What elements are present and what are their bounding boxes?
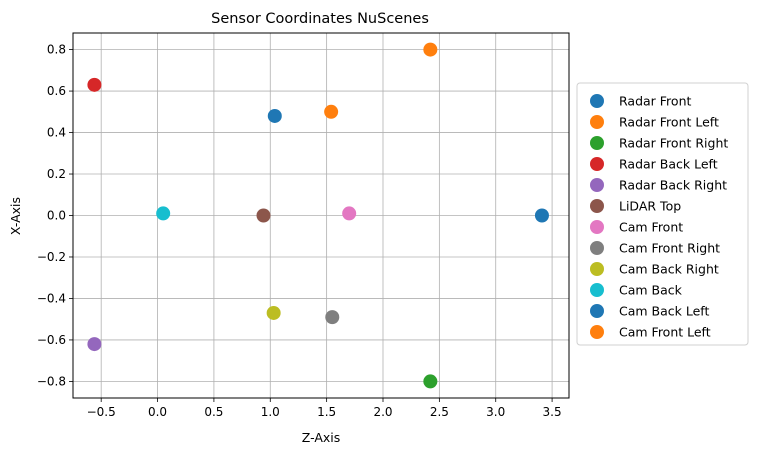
x-tick-label: 3.0: [486, 405, 505, 419]
legend-marker: [590, 115, 604, 129]
point-radar-front-left: [423, 42, 438, 57]
legend-marker: [590, 157, 604, 171]
y-tick-label: −0.2: [37, 250, 66, 264]
y-tick-label: 0.6: [47, 84, 66, 98]
legend-marker: [590, 262, 604, 276]
point-cam-front: [342, 206, 357, 221]
legend-label: Cam Back Left: [619, 304, 709, 319]
y-axis-label: X-Axis: [8, 197, 23, 235]
axis-ticks: −0.5 0.0 0.5 1.0 1.5 2.0 2.5 3.0 3.5 −0.8 −0.6 −0.4…: [37, 43, 562, 419]
point-radar-back-left: [87, 77, 102, 92]
plot-frame: [72, 32, 570, 399]
x-tick-label: 2.0: [373, 405, 392, 419]
legend-label: Radar Back Left: [619, 157, 718, 172]
y-tick-label: −0.4: [37, 291, 66, 305]
data-points: [87, 42, 549, 389]
point-cam-back-left: [267, 108, 282, 123]
point-cam-back: [156, 206, 171, 221]
y-tick-label: 0.4: [47, 126, 66, 140]
point-cam-back-right: [266, 305, 281, 320]
grid: [73, 33, 569, 398]
x-tick-label: 3.5: [543, 405, 562, 419]
x-tick-label: 2.5: [430, 405, 449, 419]
legend-label: Radar Back Right: [619, 178, 727, 193]
legend-label: Cam Back: [619, 283, 683, 298]
x-tick-label: 0.0: [148, 405, 167, 419]
legend-marker: [590, 94, 604, 108]
legend-label: Cam Back Right: [619, 262, 719, 277]
chart-title: Sensor Coordinates NuScenes: [211, 11, 429, 27]
legend-label: LiDAR Top: [619, 199, 681, 214]
point-cam-front-left: [324, 104, 339, 119]
point-radar-front-right: [423, 374, 438, 389]
legend-marker: [590, 283, 604, 297]
legend: Radar Front Radar Front Left Radar Front R…: [576, 82, 749, 346]
x-tick-label: −0.5: [87, 405, 116, 419]
y-tick-label: 0.8: [47, 43, 66, 57]
legend-marker: [590, 136, 604, 150]
legend-marker: [590, 178, 604, 192]
point-cam-front-right: [325, 310, 340, 325]
legend-box: [576, 82, 749, 346]
point-radar-back-right: [87, 337, 102, 352]
y-tick-label: −0.6: [37, 333, 66, 347]
legend-marker: [590, 304, 604, 318]
legend-label: Radar Front: [619, 94, 691, 109]
x-tick-label: 0.5: [204, 405, 223, 419]
point-lidar-top: [256, 208, 271, 223]
x-axis-label: Z-Axis: [302, 430, 341, 445]
legend-label: Cam Front Left: [619, 325, 711, 340]
y-tick-label: −0.8: [37, 374, 66, 388]
legend-marker: [590, 325, 604, 339]
legend-label: Cam Front: [619, 220, 683, 235]
legend-marker: [590, 220, 604, 234]
point-radar-front: [534, 208, 549, 223]
x-tick-label: 1.5: [317, 405, 336, 419]
y-tick-label: 0.0: [47, 209, 66, 223]
legend-marker: [590, 241, 604, 255]
legend-label: Cam Front Right: [619, 241, 720, 256]
legend-marker: [590, 199, 604, 213]
legend-label: Radar Front Left: [619, 115, 719, 130]
x-tick-label: 1.0: [261, 405, 280, 419]
y-tick-label: 0.2: [47, 167, 66, 181]
legend-label: Radar Front Right: [619, 136, 728, 151]
